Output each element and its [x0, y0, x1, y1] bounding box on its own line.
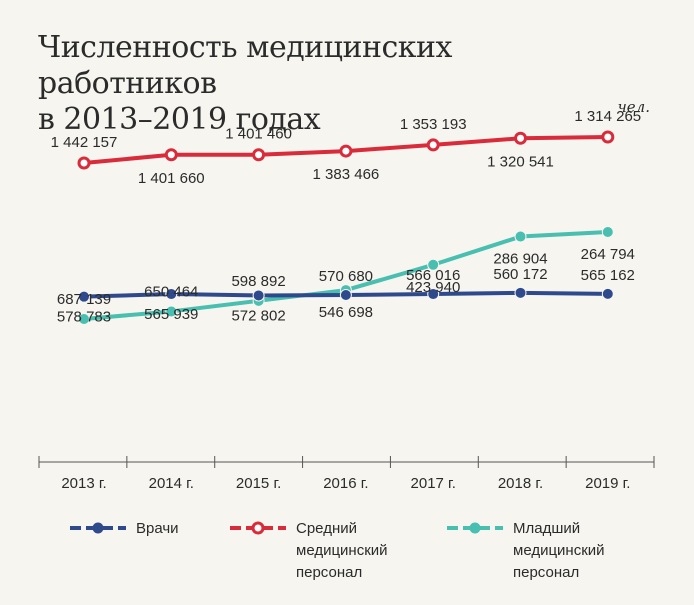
- x-tick-label: 2013 г.: [61, 475, 106, 492]
- data-point: [514, 286, 527, 299]
- legend-item-doctors: Врачи: [68, 518, 179, 540]
- data-point: [77, 156, 91, 170]
- data-point: [164, 148, 178, 162]
- data-point: [601, 130, 615, 144]
- data-point: [339, 289, 352, 302]
- legend-swatch-junior: [447, 522, 503, 534]
- chart-title-line: в 2013–2019 годах: [38, 102, 321, 137]
- data-point: [601, 287, 614, 300]
- data-point: [514, 230, 527, 243]
- data-label: 423 940: [406, 279, 460, 296]
- data-point: [601, 226, 614, 238]
- unit-label: чел.: [617, 98, 650, 116]
- data-label: 1 320 541: [487, 153, 554, 170]
- data-label: 572 802: [231, 307, 285, 324]
- legend-swatch-nurses: [230, 521, 286, 535]
- data-point: [252, 148, 266, 162]
- data-label: 560 172: [493, 266, 547, 283]
- data-point: [78, 290, 90, 303]
- data-label: 598 892: [231, 273, 285, 290]
- legend-item-junior: Младший медицинский персонал: [445, 518, 605, 584]
- data-point: [427, 258, 440, 271]
- data-label: 566 016: [406, 267, 460, 284]
- data-point: [165, 305, 178, 318]
- data-point: [514, 131, 527, 145]
- data-point: [165, 288, 178, 301]
- x-tick-label: 2017 г.: [411, 475, 456, 492]
- data-point: [78, 313, 90, 325]
- data-point: [252, 289, 265, 302]
- x-tick-label: 2019 г.: [585, 475, 630, 492]
- data-label: 1 442 157: [51, 134, 118, 151]
- data-label: 1 401 660: [138, 170, 205, 187]
- chart-title-line: Численность медицинских работников: [38, 30, 452, 101]
- legend-label-nurses: Средний медицинский персонал: [296, 520, 388, 581]
- data-point: [339, 144, 353, 158]
- data-label: 546 698: [319, 304, 373, 321]
- legend-swatch-doctors: [70, 522, 126, 534]
- data-label: 1 401 460: [225, 126, 292, 143]
- chart-title: Численность медицинских работников в 2013…: [38, 30, 638, 138]
- data-label: 264 794: [581, 246, 635, 263]
- legend-label-junior: Младший медицинский персонал: [513, 520, 605, 581]
- legend-label-doctors: Врачи: [136, 520, 179, 537]
- data-label: 1 383 466: [313, 166, 380, 183]
- data-point: [426, 138, 440, 152]
- data-label: 1 353 193: [400, 116, 467, 133]
- data-label: 286 904: [493, 251, 547, 268]
- x-tick-label: 2015 г.: [236, 475, 281, 492]
- data-label: 565 939: [144, 306, 198, 323]
- x-tick-label: 2016 г.: [323, 475, 368, 492]
- x-tick-label: 2014 г.: [149, 475, 194, 492]
- data-label: 650 464: [144, 283, 198, 300]
- data-point: [427, 288, 440, 301]
- data-label: 687 139: [57, 291, 111, 308]
- data-label: 578 783: [57, 309, 111, 326]
- data-label: 565 162: [581, 267, 635, 284]
- x-tick-label: 2018 г.: [498, 475, 543, 492]
- data-label: 570 680: [319, 268, 373, 285]
- data-label: 1 314 265: [574, 108, 641, 125]
- legend-item-nurses: Средний медицинский персонал: [228, 518, 388, 584]
